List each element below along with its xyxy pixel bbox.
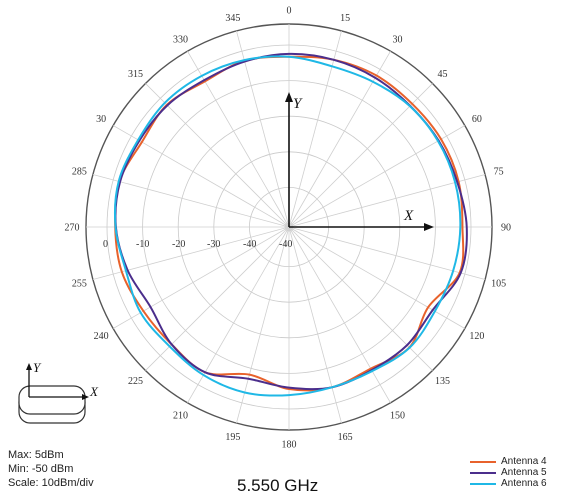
angle-tick-label: 255: [72, 279, 87, 290]
angle-tick-label: 165: [338, 432, 353, 443]
grid-spoke: [288, 226, 391, 404]
radial-label-minus10: -10: [136, 239, 149, 250]
device-icon-y-label: Y: [33, 360, 42, 375]
measurement-info: Max: 5dBm Min: -50 dBm Scale: 10dBm/div: [8, 448, 94, 490]
series-line-antenna-6: [113, 55, 462, 397]
grid-spoke: [112, 226, 290, 329]
grid-spoke: [288, 125, 466, 228]
radial-label-minus40: -40: [243, 239, 256, 250]
device-icon-y-arrowhead: [26, 363, 32, 370]
angle-tick-label: 90: [501, 223, 511, 234]
angle-tick-label: 330: [173, 35, 188, 46]
device-icon-x-arrowhead: [82, 394, 89, 400]
angle-tick-label: 0: [287, 6, 292, 17]
xy-axes: Y X: [285, 92, 434, 231]
grid-spoke: [288, 226, 342, 424]
legend-swatch-antenna-5: [470, 471, 496, 474]
angle-tick-label: 345: [225, 13, 240, 24]
y-axis-label: Y: [293, 96, 303, 112]
grid-spoke: [288, 226, 433, 371]
angle-tick-label: 120: [469, 331, 484, 342]
angle-tick-label: 45: [437, 69, 447, 80]
grid-spoke: [145, 83, 290, 228]
legend-item-antenna-4: Antenna 4: [470, 456, 547, 467]
angle-tick-label: 195: [225, 432, 240, 443]
legend-label-antenna-5: Antenna 5: [501, 467, 547, 478]
radial-label-0: 0: [103, 239, 108, 250]
min-value-label: Min: -50 dBm: [8, 463, 74, 475]
angle-tick-label: 15: [340, 13, 350, 24]
grid-spoke: [288, 30, 342, 228]
legend-item-antenna-6: Antenna 6: [470, 478, 547, 489]
angle-tick-label: 240: [94, 331, 109, 342]
grid-spoke: [187, 226, 290, 404]
device-orientation-icon: Y X: [18, 360, 99, 424]
series-lines: [113, 52, 468, 397]
legend: Antenna 4 Antenna 5 Antenna 6: [470, 456, 547, 489]
scale-label: Scale: 10dBm/div: [8, 477, 94, 489]
angle-tick-label: 60: [472, 114, 482, 125]
legend-item-antenna-5: Antenna 5: [470, 467, 547, 478]
radial-label-minus30: -30: [207, 239, 220, 250]
series-line-antenna-4: [114, 55, 465, 392]
angle-tick-label: 210: [173, 410, 188, 421]
legend-swatch-antenna-6: [470, 482, 496, 485]
radial-tick-labels: 0 -10 -20 -30 -40 -40: [103, 239, 292, 250]
grid-spoke: [288, 83, 433, 228]
legend-label-antenna-4: Antenna 4: [501, 456, 547, 467]
grid-spoke: [288, 174, 486, 228]
device-icon-x-label: X: [89, 384, 99, 399]
legend-swatch-antenna-4: [470, 460, 496, 463]
x-axis-arrowhead: [424, 223, 434, 231]
grid-spoke: [187, 50, 290, 228]
grid-spoke: [288, 226, 466, 329]
angle-tick-labels: 0 15 30 45 60 75 90 105 120 135 150 165 180 195 210 225…: [65, 6, 512, 451]
angle-tick-label: 135: [435, 376, 450, 387]
angle-tick-label: 270: [65, 223, 80, 234]
x-axis-label: X: [403, 208, 414, 224]
angle-tick-label: 30: [96, 114, 106, 125]
grid-spoke: [288, 50, 391, 228]
max-value-label: Max: 5dBm: [8, 449, 64, 461]
grid-spoke: [92, 174, 290, 228]
grid-spoke: [236, 226, 290, 424]
radial-label-center: -40: [279, 239, 292, 250]
angle-tick-label: 315: [128, 69, 143, 80]
angle-tick-label: 75: [494, 166, 504, 177]
chart-title: 5.550 GHz: [237, 476, 319, 495]
radial-label-minus20: -20: [172, 239, 185, 250]
angle-tick-label: 180: [282, 440, 297, 451]
angle-tick-label: 30: [393, 35, 403, 46]
angle-tick-label: 285: [72, 166, 87, 177]
angle-tick-label: 105: [491, 279, 506, 290]
legend-label-antenna-6: Antenna 6: [501, 478, 547, 489]
angle-tick-label: 150: [390, 410, 405, 421]
angle-tick-label: 225: [128, 376, 143, 387]
polar-grid: [85, 23, 493, 431]
y-axis-arrowhead: [285, 92, 293, 102]
grid-spoke: [236, 30, 290, 228]
device-body-top: [18, 385, 86, 415]
